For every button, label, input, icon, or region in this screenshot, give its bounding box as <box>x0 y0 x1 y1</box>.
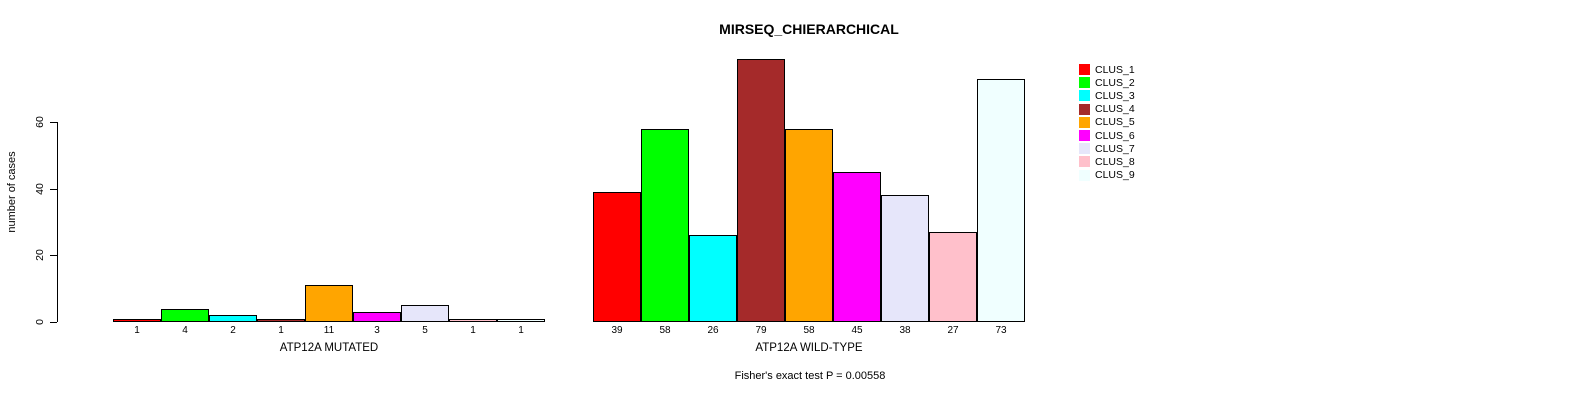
bar-value-label: 4 <box>182 325 188 336</box>
legend: CLUS_1 CLUS_2 CLUS_3 CLUS_4 CLUS_5 CLUS_6 CLUS… <box>1079 63 1135 182</box>
bar-value-label: 45 <box>851 325 863 336</box>
bar-group-0 <box>113 0 545 322</box>
legend-swatch-CLUS_2 <box>1079 77 1090 89</box>
bar-CLUS_7 <box>881 195 929 322</box>
legend-item-CLUS_8: CLUS_8 <box>1079 155 1135 168</box>
legend-swatch-CLUS_1 <box>1079 64 1090 76</box>
y-axis-tick <box>50 122 57 124</box>
bar-value-label: 58 <box>659 325 671 336</box>
bar-value-label: 58 <box>803 325 815 336</box>
bar-CLUS_4 <box>257 319 305 322</box>
bar-value-label: 1 <box>518 325 524 336</box>
bar-CLUS_1 <box>113 319 161 322</box>
bar-CLUS_6 <box>833 172 881 322</box>
bar-CLUS_3 <box>209 315 257 322</box>
fisher-test-annotation: Fisher's exact test P = 0.00558 <box>734 370 886 382</box>
bar-CLUS_8 <box>929 232 977 322</box>
bar-CLUS_4 <box>737 59 785 322</box>
bar-CLUS_9 <box>497 319 545 322</box>
legend-item-CLUS_4: CLUS_4 <box>1079 103 1135 116</box>
bar-value-label: 1 <box>470 325 476 336</box>
bar-group-1 <box>593 0 1025 322</box>
legend-item-CLUS_2: CLUS_2 <box>1079 76 1135 89</box>
legend-swatch-CLUS_7 <box>1079 143 1090 155</box>
legend-swatch-CLUS_6 <box>1079 130 1090 142</box>
legend-label: CLUS_6 <box>1095 129 1135 142</box>
legend-swatch-CLUS_4 <box>1079 103 1090 115</box>
legend-label: CLUS_8 <box>1095 155 1135 168</box>
bar-value-label: 1 <box>278 325 284 336</box>
y-axis-tick-label: 40 <box>34 182 46 195</box>
bar-CLUS_3 <box>689 235 737 322</box>
x-axis-group-label-1: ATP12A WILD-TYPE <box>755 342 863 354</box>
y-axis-tick <box>50 322 57 323</box>
bar-value-row-0: 1 4 2 1 11 3 5 1 1 <box>113 325 545 336</box>
bar-value-label: 73 <box>995 325 1007 336</box>
bar-CLUS_5 <box>305 285 353 322</box>
bar-CLUS_9 <box>977 79 1025 322</box>
legend-label: CLUS_4 <box>1095 103 1135 116</box>
legend-label: CLUS_9 <box>1095 169 1135 182</box>
bar-value-label: 39 <box>611 325 623 336</box>
legend-label: CLUS_5 <box>1095 116 1135 129</box>
y-axis-tick-label: 0 <box>34 319 46 325</box>
bar-CLUS_8 <box>449 319 497 322</box>
bar-CLUS_6 <box>353 312 401 322</box>
legend-item-CLUS_3: CLUS_3 <box>1079 89 1135 102</box>
legend-label: CLUS_7 <box>1095 142 1135 155</box>
y-axis-label: number of cases <box>6 151 18 233</box>
y-axis-tick <box>50 188 57 190</box>
legend-item-CLUS_6: CLUS_6 <box>1079 129 1135 142</box>
legend-swatch-CLUS_3 <box>1079 90 1090 102</box>
x-axis-group-label-0: ATP12A MUTATED <box>279 342 379 354</box>
legend-item-CLUS_7: CLUS_7 <box>1079 142 1135 155</box>
bar-CLUS_5 <box>785 129 833 322</box>
legend-swatch-CLUS_5 <box>1079 116 1090 128</box>
y-axis-tick <box>50 255 57 257</box>
bar-CLUS_2 <box>641 129 689 322</box>
chart-title: MIRSEQ_CHIERARCHICAL <box>719 21 899 37</box>
bar-CLUS_1 <box>593 192 641 322</box>
legend-swatch-CLUS_9 <box>1079 169 1090 181</box>
bar-value-label: 5 <box>422 325 428 336</box>
bar-value-label: 1 <box>134 325 140 336</box>
y-axis-tick-label: 60 <box>34 116 46 129</box>
bar-value-label: 11 <box>323 325 335 336</box>
bar-value-label: 27 <box>947 325 959 336</box>
legend-label: CLUS_2 <box>1095 76 1135 89</box>
bar-value-label: 3 <box>374 325 380 336</box>
bar-value-label: 38 <box>899 325 911 336</box>
y-axis-line <box>57 122 58 322</box>
bar-CLUS_2 <box>161 309 209 322</box>
legend-label: CLUS_1 <box>1095 63 1135 76</box>
legend-item-CLUS_5: CLUS_5 <box>1079 116 1135 129</box>
bar-value-row-1: 39 58 26 79 58 45 38 27 73 <box>593 325 1025 336</box>
legend-label: CLUS_3 <box>1095 89 1135 102</box>
y-axis-tick-label: 20 <box>34 249 46 262</box>
legend-item-CLUS_1: CLUS_1 <box>1079 63 1135 76</box>
bar-CLUS_7 <box>401 305 449 322</box>
legend-swatch-CLUS_8 <box>1079 156 1090 168</box>
bar-value-label: 26 <box>707 325 719 336</box>
bar-value-label: 2 <box>230 325 236 336</box>
legend-item-CLUS_9: CLUS_9 <box>1079 169 1135 182</box>
bar-value-label: 79 <box>755 325 767 336</box>
